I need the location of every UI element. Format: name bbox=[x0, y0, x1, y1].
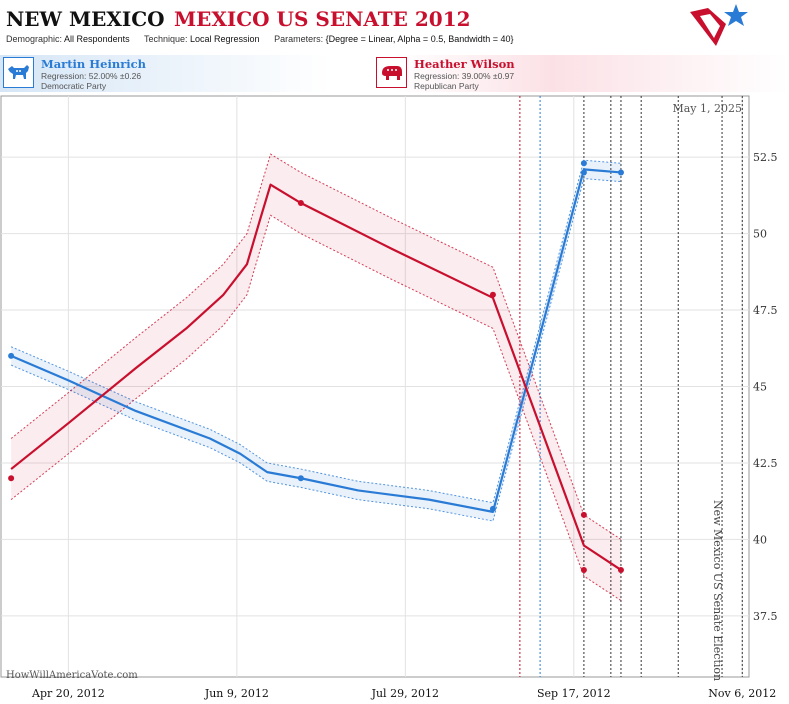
star-flag-logo bbox=[690, 4, 748, 46]
y-tick-label: 42.5 bbox=[753, 457, 778, 470]
parameters-label: Parameters: bbox=[274, 34, 324, 44]
demographic-value: All Respondents bbox=[64, 34, 130, 44]
x-tick-label: Jun 9, 2012 bbox=[204, 687, 269, 700]
rep-candidate-name: Heather Wilson bbox=[414, 57, 515, 71]
trend-line bbox=[10, 168, 622, 513]
as-of-date: May 1, 2025 bbox=[672, 102, 742, 115]
gridlines bbox=[1, 96, 749, 677]
poll-point bbox=[8, 475, 15, 482]
rep-party: Republican Party bbox=[414, 81, 479, 91]
event-lines bbox=[519, 96, 743, 677]
x-tick-label: Nov 6, 2012 bbox=[708, 687, 776, 700]
technique-label: Technique: bbox=[143, 34, 188, 44]
x-axis-ticks: Apr 20, 2012 Jun 9, 2012 Jul 29, 2012 Sep 1… bbox=[31, 687, 776, 700]
x-tick-label: Sep 17, 2012 bbox=[537, 687, 611, 700]
chart-parameters: Demographic: All Respondents Technique: … bbox=[6, 34, 526, 44]
dem-regression: Regression: 52.00% ±0.26 bbox=[41, 71, 142, 81]
poll-point bbox=[8, 352, 15, 359]
y-tick-label: 37.5 bbox=[753, 610, 778, 623]
poll-point bbox=[297, 200, 304, 207]
poll-point bbox=[580, 511, 587, 518]
donkey-icon bbox=[3, 57, 34, 88]
y-tick-label: 40 bbox=[753, 533, 767, 546]
band-fill bbox=[11, 154, 621, 601]
band-lower bbox=[10, 214, 622, 601]
poll-point bbox=[580, 169, 587, 176]
state-title: NEW MEXICO bbox=[6, 7, 165, 31]
poll-point bbox=[489, 291, 496, 298]
poll-point bbox=[617, 566, 624, 573]
trend-line bbox=[10, 183, 622, 571]
poll-points bbox=[8, 160, 624, 573]
poll-point bbox=[617, 169, 624, 176]
x-tick-label: Jul 29, 2012 bbox=[371, 687, 440, 700]
poll-point bbox=[580, 566, 587, 573]
election-label: New Mexico US Senate Election bbox=[711, 500, 724, 681]
band-upper bbox=[10, 153, 622, 540]
confidence-bands bbox=[10, 153, 622, 601]
poll-point bbox=[297, 475, 304, 482]
race-title: MEXICO US SENATE 2012 bbox=[174, 7, 471, 31]
poll-point bbox=[580, 160, 587, 167]
y-tick-label: 47.5 bbox=[753, 304, 778, 317]
poll-chart: 37.5 40 42.5 45 47.5 50 52.5 Apr 20, 2012 Jun 9… bbox=[0, 95, 778, 700]
trend-lines bbox=[10, 168, 622, 571]
y-tick-label: 52.5 bbox=[753, 151, 778, 164]
technique-value: Local Regression bbox=[190, 34, 260, 44]
parameters-value: {Degree = Linear, Alpha = 0.5, Bandwidth… bbox=[325, 34, 514, 44]
dem-candidate-name: Martin Heinrich bbox=[41, 57, 146, 71]
credit-label: HowWillAmericaVote.com bbox=[6, 670, 138, 681]
y-tick-label: 50 bbox=[753, 228, 767, 241]
poll-point bbox=[489, 505, 496, 512]
elephant-icon bbox=[376, 57, 407, 88]
rep-regression: Regression: 39.00% ±0.97 bbox=[414, 71, 515, 81]
x-tick-label: Apr 20, 2012 bbox=[31, 687, 105, 700]
y-axis-ticks: 37.5 40 42.5 45 47.5 50 52.5 bbox=[753, 151, 778, 623]
y-tick-label: 45 bbox=[753, 381, 767, 394]
demographic-label: Demographic: bbox=[6, 34, 63, 44]
dem-party: Democratic Party bbox=[41, 81, 107, 91]
